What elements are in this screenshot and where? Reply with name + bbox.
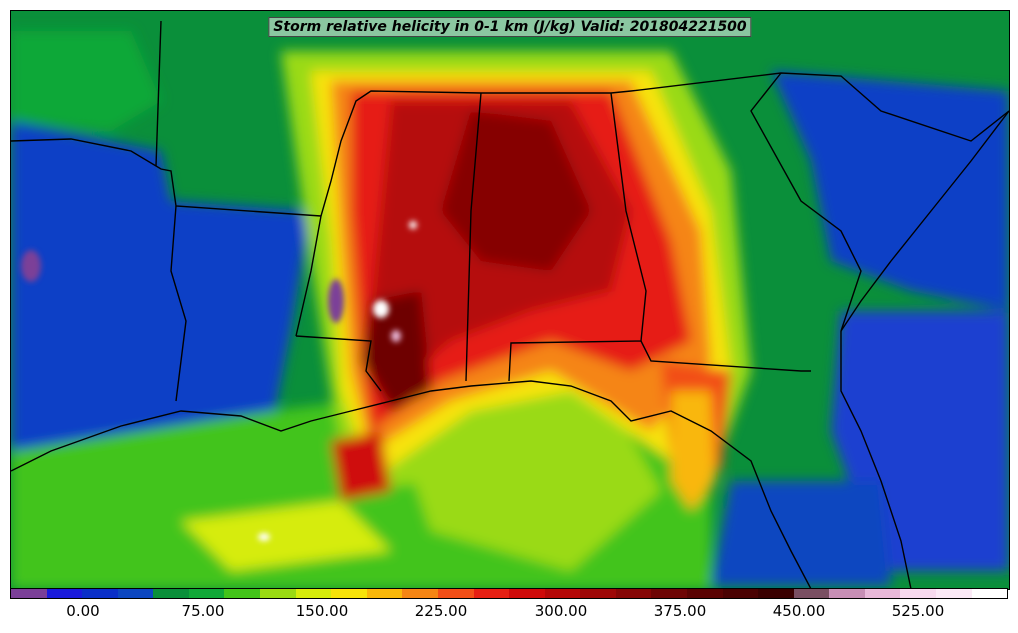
state-border-al-ga bbox=[508, 92, 647, 382]
gulf-coastline bbox=[11, 380, 812, 589]
colorbar-segment bbox=[509, 589, 545, 598]
colorbar-segment bbox=[82, 589, 118, 598]
colorbar-tick-label: 225.00 bbox=[414, 602, 468, 620]
boundary-lines bbox=[11, 20, 1009, 589]
colorbar-tick-label: 0.00 bbox=[66, 602, 100, 620]
colorbar-tick-label: 450.00 bbox=[772, 602, 826, 620]
colorbar-tick-label: 300.00 bbox=[534, 602, 588, 620]
colorbar-segment bbox=[117, 589, 154, 598]
colorbar-segment bbox=[615, 589, 652, 598]
map-panel: Storm relative helicity in 0-1 km (J/kg)… bbox=[10, 10, 1010, 590]
colorbar-segment bbox=[900, 589, 937, 598]
colorbar-segment bbox=[402, 589, 438, 598]
colorbar-segment bbox=[295, 589, 332, 598]
colorbar-segment bbox=[580, 589, 616, 598]
colorbar-segment bbox=[758, 589, 794, 598]
atlantic-coastline bbox=[840, 331, 912, 589]
map-title: Storm relative helicity in 0-1 km (J/kg)… bbox=[268, 17, 752, 37]
helicity-field bbox=[11, 31, 1009, 589]
state-border-ar-la bbox=[295, 215, 322, 337]
colorbar-segment bbox=[46, 589, 83, 598]
colorbar-segment bbox=[829, 589, 865, 598]
colorbar-tick-label: 375.00 bbox=[653, 602, 707, 620]
colorbar-tick-label: 150.00 bbox=[295, 602, 349, 620]
colorbar-segment bbox=[224, 589, 261, 598]
colorbar-segment bbox=[153, 589, 189, 598]
colorbar-tick-label: 525.00 bbox=[891, 602, 945, 620]
colorbar-segment bbox=[936, 589, 972, 598]
colorbar-segment bbox=[260, 589, 296, 598]
colorbar-segment bbox=[686, 589, 723, 598]
colorbar-segment bbox=[544, 589, 581, 598]
colorbar-segment bbox=[651, 589, 687, 598]
colorbar-segment bbox=[437, 589, 474, 598]
colorbar-segment bbox=[864, 589, 901, 598]
colorbar-segment bbox=[11, 589, 47, 598]
helicity-highlights bbox=[21, 221, 417, 541]
state-border-ks bbox=[155, 20, 162, 167]
helicity-map bbox=[11, 11, 1009, 589]
state-border-tx-la bbox=[170, 205, 187, 402]
colorbar-segment bbox=[188, 589, 225, 598]
colorbar-segment bbox=[793, 589, 830, 598]
colorbar-segment bbox=[971, 589, 1008, 598]
colorbar-segment bbox=[331, 589, 367, 598]
state-border-ms-al bbox=[465, 92, 482, 382]
state-border-ga-fl bbox=[640, 340, 811, 372]
carolina-coastline bbox=[840, 110, 1009, 332]
colorbar-segment bbox=[366, 589, 403, 598]
colorbar-tick-labels: 0.00 75.00 150.00 225.00 300.00 375.00 450.00 5… bbox=[10, 600, 1008, 630]
colorbar-segment bbox=[473, 589, 510, 598]
state-border-la-ms bbox=[295, 335, 382, 392]
colorbar-tick-label: 75.00 bbox=[181, 602, 225, 620]
colorbar bbox=[10, 588, 1008, 599]
state-border-ga-sc bbox=[750, 72, 862, 332]
colorbar-segment bbox=[722, 589, 759, 598]
